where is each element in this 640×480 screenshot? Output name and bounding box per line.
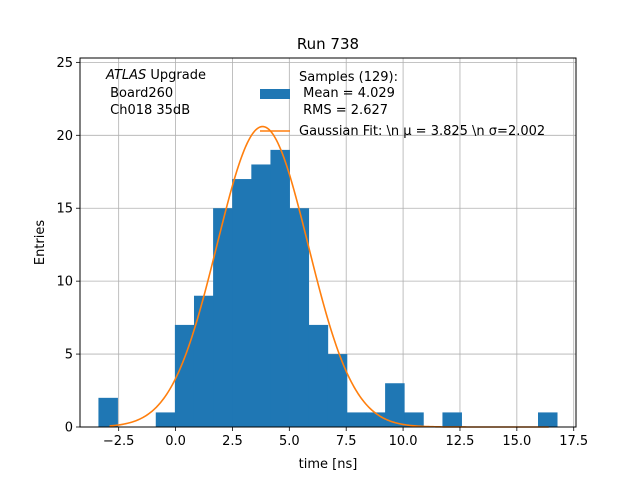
y-tick-label-2: 10 <box>56 275 73 290</box>
histogram-bar-15 <box>442 412 462 427</box>
plot-frame <box>79 57 577 428</box>
y-tick-label-4: 20 <box>56 129 73 144</box>
histogram-bar-4 <box>213 208 233 427</box>
histogram-bars <box>98 149 558 428</box>
histogram-bar-1 <box>155 412 176 427</box>
histogram-bar-14 <box>404 412 424 427</box>
atlas-annotation: ATLAS Upgrade Board260 Ch018 35dB <box>105 68 206 118</box>
histogram-bar-16 <box>538 412 558 427</box>
x-tick-label-4: 7.5 <box>336 434 357 449</box>
y-axis-label: Entries <box>33 220 48 266</box>
legend-samples-line-3: RMS = 2.627 <box>299 103 388 118</box>
annotation-line-board: Board260 <box>106 86 173 101</box>
legend: Samples (129): Mean = 4.029 RMS = 2.627 … <box>260 70 545 139</box>
histogram-bar-9 <box>308 324 329 427</box>
histogram-bar-3 <box>193 295 214 427</box>
chart-title: Run 738 <box>297 35 359 53</box>
x-tick-label-1: 0.0 <box>165 434 186 449</box>
x-tick-label-5: 10.0 <box>389 434 418 449</box>
x-axis-label: time [ns] <box>299 457 358 472</box>
y-tick-label-5: 25 <box>56 56 73 71</box>
x-tick-label-3: 5.0 <box>279 434 300 449</box>
histogram-bar-6 <box>251 164 271 428</box>
histogram-bar-2 <box>174 324 195 427</box>
y-tick-label-3: 15 <box>56 202 73 217</box>
legend-samples-line-1: Samples (129): <box>299 70 398 85</box>
y-tick-label-0: 0 <box>65 421 73 436</box>
histogram-bar-8 <box>289 208 310 427</box>
legend-samples-line-2: Mean = 4.029 <box>299 86 395 101</box>
x-axis-ticks: −2.5 0.0 2.5 5.0 7.5 10.0 12.5 15.0 17.5 <box>103 427 588 449</box>
annotation-line-atlas: ATLAS Upgrade <box>105 68 206 83</box>
grid-lines <box>80 58 576 428</box>
x-tick-label-7: 15.0 <box>502 434 531 449</box>
annotation-line-channel: Ch018 35dB <box>106 103 190 118</box>
legend-samples-swatch <box>260 89 290 99</box>
x-tick-label-8: 17.5 <box>559 434 588 449</box>
histogram-bar-11 <box>346 412 367 427</box>
histogram-bar-13 <box>385 383 405 427</box>
histogram-bar-12 <box>365 412 386 427</box>
x-tick-label-2: 2.5 <box>222 434 243 449</box>
histogram-bar-5 <box>232 179 252 427</box>
x-tick-label-6: 12.5 <box>445 434 474 449</box>
histogram-bar-0 <box>98 397 118 427</box>
x-tick-label-0: −2.5 <box>103 434 135 449</box>
histogram-bar-7 <box>270 149 290 427</box>
y-axis-ticks: 0 5 10 15 20 25 <box>56 56 80 436</box>
legend-fit-label: Gaussian Fit: \n μ = 3.825 \n σ=2.002 <box>299 124 545 139</box>
y-tick-label-1: 5 <box>65 348 73 363</box>
histogram-bar-10 <box>327 354 348 427</box>
